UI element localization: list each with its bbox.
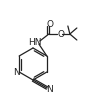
Text: N: N: [47, 84, 53, 94]
Text: N: N: [13, 68, 19, 76]
Text: O: O: [46, 19, 53, 28]
Text: HN: HN: [28, 38, 42, 46]
Text: O: O: [57, 29, 64, 39]
